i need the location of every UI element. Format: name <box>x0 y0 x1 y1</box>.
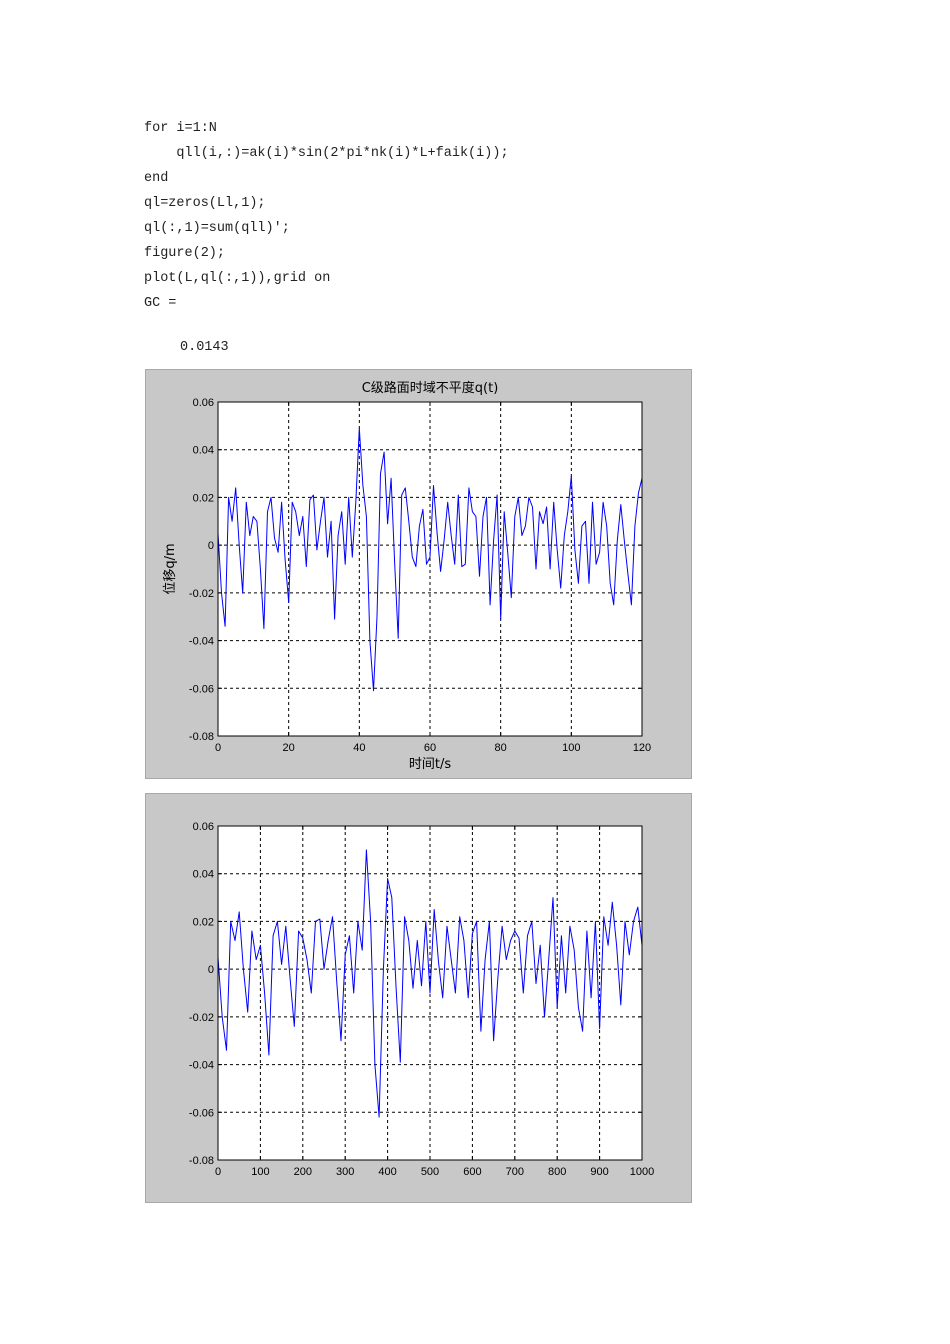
code-line: GC = <box>144 296 177 311</box>
code-line: ql=zeros(Ll,1); <box>144 196 266 211</box>
y-tick-label: 0 <box>208 540 214 552</box>
y-tick-label: 0.02 <box>193 492 214 504</box>
x-tick-label: 900 <box>590 1166 608 1178</box>
figure-window-1: 0 20 40 60 80 100 120 0.06 0.04 0.02 0 -0.02 -0.04 -0… <box>145 369 692 779</box>
x-tick-label: 200 <box>294 1166 312 1178</box>
x-tick-label: 800 <box>548 1166 566 1178</box>
y-tick-label: -0.06 <box>189 1107 214 1119</box>
x-tick-label: 120 <box>633 742 651 754</box>
y-tick-label: 0.04 <box>193 869 214 881</box>
y-axis-label: 位移q/m <box>163 543 178 594</box>
y-tick-label: 0.06 <box>193 821 214 833</box>
x-tick-label: 600 <box>463 1166 481 1178</box>
x-tick-label: 100 <box>562 742 580 754</box>
x-tick-label: 20 <box>283 742 295 754</box>
figure-window-2: 0 100 200 300 400 500 600 700 800 900 1000 0.06 0.04… <box>145 793 692 1203</box>
x-tick-label: 300 <box>336 1166 354 1178</box>
y-tick-label: -0.02 <box>189 588 214 600</box>
chart-2: 0 100 200 300 400 500 600 700 800 900 1000 0.06 0.04… <box>189 821 654 1178</box>
x-tick-label: 400 <box>378 1166 396 1178</box>
axes-frame <box>217 401 643 737</box>
y-tick-label: -0.04 <box>189 1060 214 1072</box>
x-tick-label: 1000 <box>630 1166 654 1178</box>
result-value: 0.0143 <box>180 340 229 355</box>
series-line <box>217 849 643 1118</box>
chart-title: C级路面时域不平度q(t) <box>362 380 499 396</box>
code-line: figure(2); <box>144 246 226 261</box>
code-line: qll(i,:)=ak(i)*sin(2*pi*nk(i)*L+faik(i))… <box>144 146 509 161</box>
x-tick-label: 0 <box>215 742 221 754</box>
x-tick-label: 40 <box>353 742 365 754</box>
y-tick-label: -0.06 <box>189 683 214 695</box>
y-tick-label: 0 <box>208 964 214 976</box>
y-tick-label: 0.04 <box>193 445 214 457</box>
code-line: ql(:,1)=sum(qll)'; <box>144 221 290 236</box>
y-tick-label: -0.04 <box>189 636 214 648</box>
x-tick-label: 500 <box>421 1166 439 1178</box>
code-line: plot(L,ql(:,1)),grid on <box>144 271 331 286</box>
x-tick-label: 60 <box>424 742 436 754</box>
y-tick-label: 0.02 <box>193 916 214 928</box>
x-tick-label: 80 <box>495 742 507 754</box>
code-block: for i=1:N qll(i,:)=ak(i)*sin(2*pi*nk(i)*… <box>144 116 509 316</box>
axes-frame <box>217 825 643 1161</box>
y-tick-label: -0.02 <box>189 1012 214 1024</box>
code-line: for i=1:N <box>144 121 217 136</box>
y-tick-label: 0.06 <box>193 397 214 409</box>
x-axis-label: 时间t/s <box>409 757 451 772</box>
y-tick-label: -0.08 <box>189 731 214 743</box>
code-line: end <box>144 171 169 186</box>
y-tick-label: -0.08 <box>189 1155 214 1167</box>
x-tick-label: 700 <box>506 1166 524 1178</box>
x-tick-label: 100 <box>251 1166 269 1178</box>
chart-1: 0 20 40 60 80 100 120 0.06 0.04 0.02 0 -0.02 -0.04 -0… <box>163 380 651 772</box>
series-line <box>217 427 643 692</box>
x-tick-label: 0 <box>215 1166 221 1178</box>
